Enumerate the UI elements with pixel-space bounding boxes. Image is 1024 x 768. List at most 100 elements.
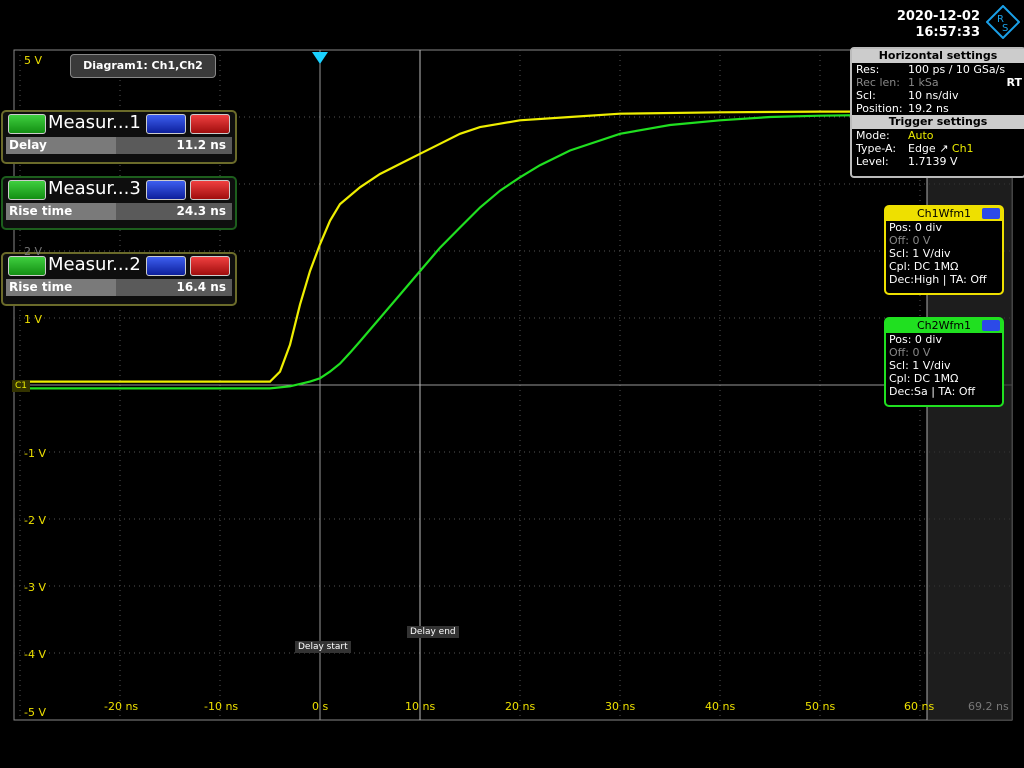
type-value: Edge [908, 142, 936, 155]
measurement-value: 16.4 ns [176, 280, 226, 294]
data-point [319, 377, 321, 380]
minimize-icon[interactable] [146, 114, 186, 134]
ch1-coupling: Cpl: DC 1MΩ [889, 260, 959, 273]
close-icon[interactable] [190, 256, 230, 276]
x-tick-label: 50 ns [805, 700, 836, 713]
position-value: 19.2 ns [908, 102, 949, 115]
ch2-wfm-panel[interactable]: Ch2Wfm1 Pos: 0 div Off: 0 V Scl: 1 V/div… [884, 317, 1004, 407]
minimize-icon[interactable] [146, 256, 186, 276]
data-point [519, 119, 521, 122]
ch1-pos: Pos: 0 div [889, 221, 942, 234]
ch1-off: Off: 0 V [889, 234, 931, 247]
x-tick-label: -20 ns [104, 700, 139, 713]
y-tick-label: -1 V [24, 447, 46, 460]
trigger-channel: Ch1 [951, 142, 974, 155]
data-point [339, 362, 341, 365]
delay-start-marker: Delay start [295, 641, 351, 653]
traces [19, 110, 1013, 390]
y-tick-label: -4 V [24, 648, 46, 661]
y-tick-label: -5 V [24, 706, 46, 719]
data-point [359, 340, 361, 343]
data-point [569, 116, 571, 118]
svg-text:R: R [997, 14, 1004, 25]
x-tick-label: -10 ns [204, 700, 239, 713]
measurement-value: 24.3 ns [176, 204, 226, 218]
data-point [619, 132, 621, 135]
ch1-scale: Scl: 1 V/div [889, 247, 951, 260]
data-point [399, 163, 401, 165]
data-point [329, 220, 331, 222]
mode-value: Auto [908, 129, 934, 142]
data-point [419, 270, 421, 272]
data-point [289, 344, 291, 346]
minimize-icon[interactable] [982, 208, 1000, 219]
data-point [459, 132, 461, 135]
data-point [359, 186, 361, 189]
data-point [479, 206, 481, 209]
close-icon[interactable] [190, 180, 230, 200]
data-point [539, 164, 541, 167]
x-tick-label: 60 ns [904, 700, 935, 713]
rising-edge-icon: ↗ [939, 142, 949, 155]
minimize-icon[interactable] [982, 320, 1000, 331]
ch1-wfm-panel[interactable]: Ch1Wfm1 Pos: 0 div Off: 0 V Scl: 1 V/div… [884, 205, 1004, 295]
trace-Ch1Wfm1 [20, 110, 1012, 383]
data-point [289, 385, 291, 388]
measurement-panel-1[interactable]: Measur...1 Delay 11.2 ns [1, 110, 237, 164]
x-tick-label: 69.2 ns [968, 700, 1009, 713]
wrench-icon[interactable] [8, 256, 46, 276]
measurement-panel-3[interactable]: Measur...3 Rise time 24.3 ns [1, 176, 237, 230]
data-point [379, 317, 381, 319]
ch2-coupling: Cpl: DC 1MΩ [889, 372, 959, 385]
minimize-icon[interactable] [146, 180, 186, 200]
reclen-value: 1 kSa [908, 76, 939, 89]
y-tick-label: 5 V [24, 54, 43, 67]
data-point [479, 126, 481, 128]
horizontal-settings-title: Horizontal settings [852, 49, 1024, 63]
data-point [349, 352, 351, 354]
y-tick-label: 2 V [24, 245, 43, 258]
data-point [719, 119, 721, 122]
data-point [719, 111, 721, 114]
ch2-wfm-title: Ch2Wfm1 [916, 319, 972, 332]
x-tick-label: 30 ns [605, 700, 636, 713]
diagram-tab[interactable]: Diagram1: Ch1,Ch2 [70, 54, 216, 78]
data-point [459, 226, 461, 229]
svg-text:S: S [1002, 23, 1008, 34]
x-tick-label: 40 ns [705, 700, 736, 713]
data-point [279, 370, 281, 373]
ch2-scale: Scl: 1 V/div [889, 359, 951, 372]
wrench-icon[interactable] [8, 114, 46, 134]
measurement-label: Rise time [6, 279, 116, 296]
data-point [419, 153, 421, 155]
reclen-label: Rec len: [856, 76, 900, 89]
close-icon[interactable] [190, 114, 230, 134]
measurement-title: Measur...3 [48, 178, 141, 199]
data-point [519, 176, 521, 179]
ch1-wfm-title: Ch1Wfm1 [916, 207, 972, 220]
type-label: Type-A: [856, 142, 897, 155]
measurement-panel-2[interactable]: Measur...2 Rise time 16.4 ns [1, 252, 237, 306]
level-label: Level: [856, 155, 889, 168]
data-point [769, 116, 771, 118]
data-point [399, 293, 401, 296]
wrench-icon[interactable] [8, 180, 46, 200]
res-label: Res: [856, 63, 880, 76]
rs-logo-icon: R S [986, 5, 1020, 39]
data-point [269, 387, 271, 390]
data-point [339, 203, 341, 205]
y-tick-label: 1 V [24, 313, 43, 326]
ch2-off: Off: 0 V [889, 346, 931, 359]
ch2-decimation: Dec:Sa | TA: Off [889, 385, 976, 398]
horizontal-settings-panel[interactable]: Horizontal settings Res: 100 ps / 10 GSa/… [850, 47, 1024, 178]
data-point [329, 370, 331, 373]
ch1-decimation: Dec:High | TA: Off [889, 273, 987, 286]
ch1-ground-marker[interactable]: C1 [12, 380, 31, 392]
trigger-settings-title: Trigger settings [852, 115, 1024, 129]
res-value: 100 ps / 10 GSa/s [908, 63, 1006, 76]
mode-label: Mode: [856, 129, 890, 142]
scale-value: 10 ns/div [908, 89, 959, 102]
data-point [569, 149, 571, 152]
x-tick-label: 10 ns [405, 700, 436, 713]
x-tick-label: 20 ns [505, 700, 536, 713]
